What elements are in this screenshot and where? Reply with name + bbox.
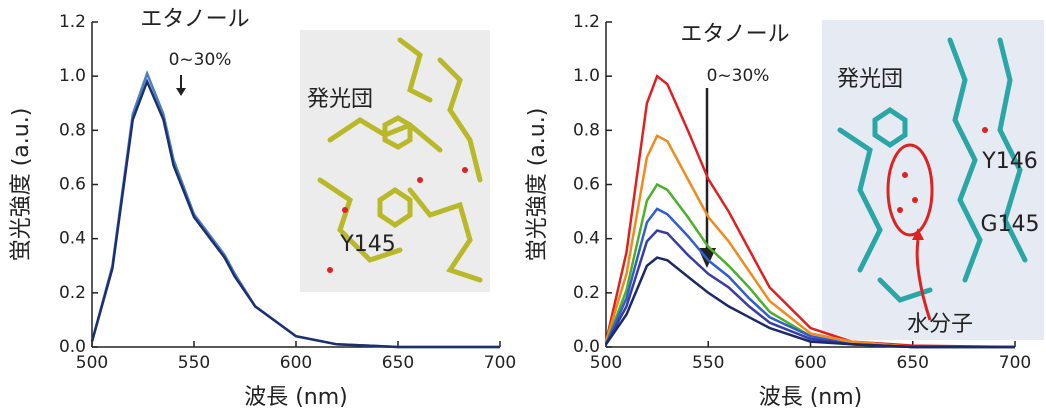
y-tick-label: 0.6 — [59, 175, 86, 195]
y-tick-label: 0.4 — [573, 229, 600, 249]
y-tick-label: 0.4 — [59, 229, 86, 249]
x-tick-label: 500 — [76, 353, 108, 373]
y-tick-label: 1.0 — [59, 66, 86, 86]
y-tick-label: 1.2 — [59, 12, 86, 32]
y-tick-label: 0.6 — [573, 175, 600, 195]
x-tick-label: 650 — [897, 353, 929, 373]
x-tick-label: 650 — [382, 353, 414, 373]
x-tick-label: 550 — [178, 353, 210, 373]
y-tick-label: 0.8 — [573, 120, 600, 140]
inset-label: Y146 — [981, 149, 1037, 174]
inset-label: 発光団 — [837, 67, 903, 92]
annotation: 0~30% — [169, 50, 232, 70]
y-tick-label: 1.0 — [573, 66, 600, 86]
x-tick-label: 600 — [794, 353, 826, 373]
y-tick-label: 0.2 — [59, 283, 86, 303]
y-axis-title: 蛍光強度 (a.u.) — [525, 108, 550, 262]
annotation: 0~30% — [707, 66, 770, 86]
inset-label: 水分子 — [907, 312, 973, 337]
x-tick-label: 500 — [590, 353, 622, 373]
x-tick-label: 600 — [280, 353, 312, 373]
x-tick-label: 700 — [484, 353, 516, 373]
y-tick-label: 0.8 — [59, 120, 86, 140]
annotation: エタノール — [680, 22, 789, 47]
inset-label: 発光団 — [307, 87, 373, 112]
x-axis-title: 波長 (nm) — [244, 385, 348, 410]
figure: 0.00.20.40.60.81.01.2500550600650700波長 (… — [0, 0, 1046, 416]
x-tick-label: 700 — [999, 353, 1031, 373]
annotation: エタノール — [140, 7, 249, 32]
inset-label: G145 — [980, 212, 1039, 237]
x-axis-title: 波長 (nm) — [759, 385, 863, 410]
y-tick-label: 1.2 — [573, 12, 600, 32]
y-axis-title: 蛍光強度 (a.u.) — [9, 108, 34, 262]
inset-label: Y145 — [339, 232, 395, 257]
x-tick-label: 550 — [692, 353, 724, 373]
y-tick-label: 0.2 — [573, 283, 600, 303]
